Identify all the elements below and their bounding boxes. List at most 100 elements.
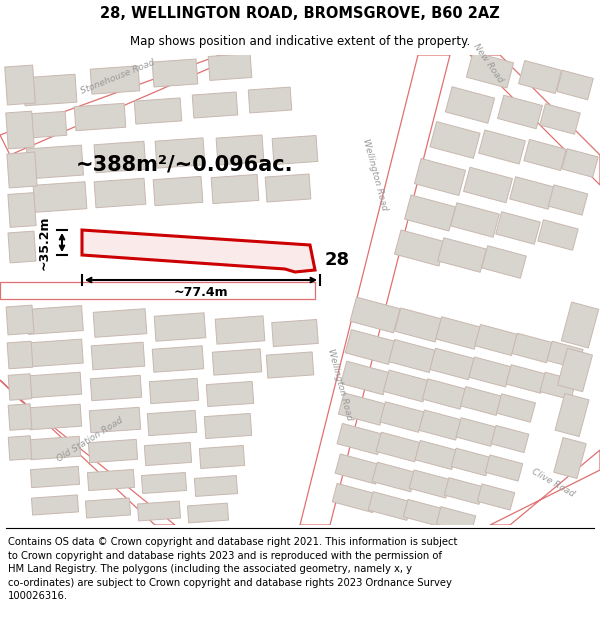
Polygon shape	[376, 432, 420, 462]
Polygon shape	[28, 372, 82, 398]
Polygon shape	[497, 394, 535, 422]
Polygon shape	[451, 448, 491, 476]
Polygon shape	[341, 361, 389, 395]
Polygon shape	[477, 484, 515, 510]
Polygon shape	[265, 174, 311, 202]
Polygon shape	[524, 139, 566, 171]
Polygon shape	[337, 423, 383, 454]
Polygon shape	[31, 495, 79, 515]
Text: Old Station Road: Old Station Road	[55, 416, 125, 464]
Polygon shape	[26, 145, 83, 179]
Text: ~388m²/~0.096ac.: ~388m²/~0.096ac.	[76, 155, 294, 175]
Polygon shape	[451, 202, 499, 238]
Polygon shape	[403, 499, 445, 527]
Polygon shape	[137, 501, 181, 521]
Polygon shape	[89, 408, 141, 432]
Polygon shape	[557, 348, 592, 392]
Polygon shape	[506, 364, 546, 393]
Polygon shape	[216, 135, 264, 165]
Polygon shape	[512, 333, 552, 362]
Polygon shape	[8, 436, 32, 460]
Polygon shape	[555, 393, 589, 437]
Text: Wellington Road: Wellington Road	[326, 348, 354, 422]
Polygon shape	[147, 411, 197, 436]
Polygon shape	[554, 438, 586, 479]
Polygon shape	[29, 436, 80, 460]
Polygon shape	[383, 370, 428, 402]
Polygon shape	[395, 308, 442, 342]
Polygon shape	[332, 483, 378, 512]
Polygon shape	[470, 55, 600, 185]
Text: 28: 28	[325, 251, 350, 269]
Polygon shape	[422, 379, 466, 409]
Polygon shape	[90, 375, 142, 401]
Polygon shape	[547, 341, 583, 369]
Polygon shape	[485, 455, 523, 481]
Text: Contains OS data © Crown copyright and database right 2021. This information is : Contains OS data © Crown copyright and d…	[8, 537, 457, 601]
Polygon shape	[404, 195, 455, 231]
Polygon shape	[204, 413, 252, 439]
Polygon shape	[17, 111, 67, 139]
Polygon shape	[461, 386, 502, 416]
Polygon shape	[26, 306, 83, 334]
Polygon shape	[7, 341, 33, 369]
Polygon shape	[430, 122, 480, 158]
Polygon shape	[152, 346, 204, 372]
Polygon shape	[88, 469, 134, 491]
Polygon shape	[215, 316, 265, 344]
Polygon shape	[149, 378, 199, 404]
Polygon shape	[557, 70, 593, 100]
Polygon shape	[464, 168, 512, 202]
Polygon shape	[562, 149, 598, 178]
Polygon shape	[335, 454, 381, 484]
Polygon shape	[548, 185, 588, 215]
Polygon shape	[155, 138, 205, 168]
Text: ~35.2m: ~35.2m	[37, 215, 50, 270]
Polygon shape	[91, 342, 145, 370]
Polygon shape	[389, 339, 435, 372]
Polygon shape	[7, 152, 37, 188]
Polygon shape	[94, 141, 146, 172]
Text: Wellington Road: Wellington Road	[361, 138, 389, 212]
Polygon shape	[154, 312, 206, 341]
Polygon shape	[345, 329, 395, 364]
Polygon shape	[145, 442, 191, 466]
Polygon shape	[479, 130, 526, 164]
Polygon shape	[0, 55, 240, 155]
Polygon shape	[338, 392, 386, 425]
Polygon shape	[497, 95, 542, 129]
Polygon shape	[372, 462, 416, 492]
Polygon shape	[300, 55, 450, 525]
Text: Map shows position and indicative extent of the property.: Map shows position and indicative extent…	[130, 35, 470, 48]
Polygon shape	[456, 418, 496, 446]
Polygon shape	[518, 61, 562, 94]
Polygon shape	[540, 104, 580, 134]
Polygon shape	[496, 212, 540, 244]
Polygon shape	[272, 136, 318, 164]
Polygon shape	[6, 305, 34, 335]
Polygon shape	[445, 87, 494, 123]
Polygon shape	[540, 372, 576, 400]
Polygon shape	[31, 466, 80, 488]
Polygon shape	[562, 302, 599, 348]
Text: Clive Road: Clive Road	[530, 467, 576, 499]
Text: ~77.4m: ~77.4m	[173, 286, 229, 299]
Polygon shape	[466, 52, 514, 88]
Text: Stonehouse Road: Stonehouse Road	[80, 58, 157, 96]
Polygon shape	[437, 238, 487, 272]
Polygon shape	[6, 111, 34, 149]
Polygon shape	[419, 410, 461, 440]
Polygon shape	[33, 182, 87, 213]
Polygon shape	[436, 507, 476, 533]
Polygon shape	[28, 404, 82, 430]
Polygon shape	[380, 402, 424, 432]
Polygon shape	[475, 324, 517, 356]
Polygon shape	[94, 178, 146, 208]
Polygon shape	[350, 297, 400, 333]
Polygon shape	[8, 374, 32, 400]
Polygon shape	[134, 98, 182, 124]
Polygon shape	[153, 176, 203, 206]
Polygon shape	[152, 59, 198, 87]
Polygon shape	[272, 319, 318, 346]
Polygon shape	[436, 317, 480, 349]
